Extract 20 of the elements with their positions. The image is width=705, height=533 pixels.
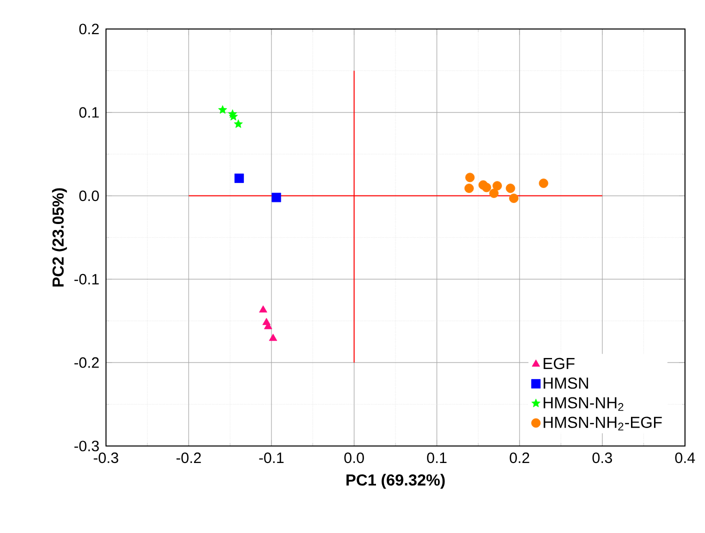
legend-label: HMSN bbox=[544, 377, 588, 389]
y-tick-label: -0.2 bbox=[74, 357, 99, 368]
x-tick-label: -0.3 bbox=[94, 452, 118, 464]
legend-label: HMSN-NH$_{2}$-EGF bbox=[544, 416, 662, 430]
legend-label: HMSN-NH$_{2}$ bbox=[544, 397, 624, 411]
x-tick-label: 0.4 bbox=[675, 452, 695, 464]
y-axis-title: PC2 (23.05%) bbox=[52, 188, 67, 286]
x-tick-label: -0.1 bbox=[259, 452, 284, 464]
x-tick-label: 0.1 bbox=[427, 452, 447, 464]
x-tick-label: 0.0 bbox=[344, 452, 364, 464]
legend-label: EGF bbox=[544, 358, 575, 370]
y-tick-label: 0.1 bbox=[79, 107, 99, 118]
y-tick-label: 0.2 bbox=[79, 24, 99, 34]
y-tick-label: 0.0 bbox=[79, 190, 99, 202]
x-tick-label: 0.2 bbox=[510, 452, 530, 464]
y-tick-label: -0.1 bbox=[74, 274, 99, 284]
x-tick-label: -0.2 bbox=[176, 452, 201, 464]
x-axis-title: PC1 (69.32%) bbox=[346, 474, 445, 489]
y-tick-label: -0.3 bbox=[74, 440, 99, 452]
x-tick-label: 0.3 bbox=[592, 452, 612, 464]
